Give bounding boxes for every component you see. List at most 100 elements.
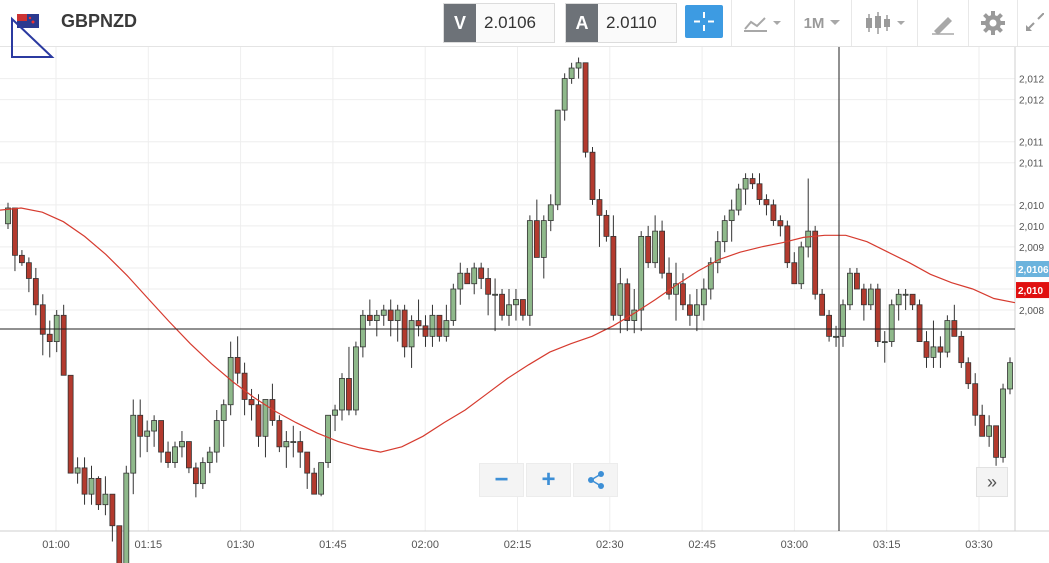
buy-quote[interactable]: A 2.0110 — [565, 3, 677, 43]
candle-body — [526, 220, 533, 316]
candle-body — [248, 399, 255, 406]
expand-icon — [1026, 13, 1044, 31]
ask-price-tag-label: 2,010 — [1018, 286, 1043, 297]
candle-body — [645, 235, 652, 264]
candle-body — [464, 272, 471, 285]
candle-body — [12, 207, 18, 256]
candle-body — [39, 304, 46, 335]
candle-body — [687, 304, 693, 316]
candle-body — [895, 293, 902, 306]
zoom-out-button[interactable]: − — [479, 463, 524, 497]
candle-body — [763, 199, 770, 206]
scroll-right-icon: » — [986, 471, 997, 492]
drawing-tools-icon — [932, 17, 954, 35]
candle-body — [276, 420, 283, 448]
expand-button[interactable] — [1017, 0, 1049, 46]
candle-body — [137, 414, 144, 437]
candle-body — [380, 309, 387, 316]
candle-body — [958, 335, 965, 364]
candle-body — [756, 183, 763, 200]
candle-body — [533, 220, 540, 258]
candle-body — [993, 425, 999, 458]
candle-body — [151, 420, 158, 432]
y-axis-tick-label: 2,011 — [1019, 138, 1044, 149]
candle-body — [707, 262, 714, 290]
crosshair-icon — [694, 12, 714, 31]
candle-body — [415, 320, 422, 327]
moving-average-line — [0, 207, 1016, 453]
price-chart[interactable]: 01:00 01:15 01:30 01:45 02:00 02:15 02:30 02:45… — [0, 47, 1049, 563]
candle-body — [5, 207, 11, 225]
candle-body — [854, 272, 860, 290]
bid-price-tag-label: 2,0106 — [1018, 265, 1049, 276]
candle-body — [241, 372, 248, 400]
candle-body — [179, 441, 185, 448]
candle-body — [874, 288, 881, 343]
candle-body — [429, 314, 436, 337]
x-axis-tick-label: 02:30 — [596, 539, 624, 551]
zoom-in-icon: + — [541, 466, 556, 493]
candle-body — [513, 299, 519, 306]
candle-body — [666, 272, 672, 295]
candle-style-button[interactable] — [851, 0, 917, 46]
candle-body — [791, 262, 798, 285]
timeframe-label: 1M — [803, 14, 825, 32]
candle-body — [304, 451, 311, 474]
bid-price-tag — [1016, 261, 1049, 278]
candle-body — [158, 420, 164, 453]
y-axis-tick-label: 2,009 — [1019, 243, 1044, 254]
ask-price-tag — [1016, 282, 1049, 299]
candle-body — [582, 62, 589, 153]
chevron-down-icon — [830, 20, 841, 25]
candle-body — [471, 267, 478, 285]
candle-body — [916, 304, 923, 343]
candle-body — [499, 293, 505, 316]
candle-body — [325, 414, 331, 464]
scroll-right-button[interactable]: » — [976, 467, 1008, 497]
candle-body — [297, 441, 304, 453]
candle-body — [979, 414, 986, 437]
candle-body — [443, 320, 450, 337]
timeframe-button[interactable]: 1M — [794, 0, 851, 46]
candle-body — [53, 314, 60, 343]
candle-body — [728, 209, 735, 222]
candle-body — [46, 333, 53, 343]
candle-body — [833, 335, 839, 338]
candle-body — [902, 293, 909, 296]
candle-body — [603, 214, 610, 237]
candle-body — [840, 304, 846, 337]
candle-body — [798, 246, 805, 285]
candle-body — [116, 525, 123, 563]
candle-body — [67, 374, 74, 474]
zoom-out-icon: − — [494, 466, 509, 493]
crosshair-button[interactable] — [685, 5, 723, 38]
sell-price: 2.0106 — [484, 13, 536, 32]
candle-body — [673, 283, 679, 295]
candle-body — [199, 462, 206, 485]
candle-body — [520, 299, 526, 316]
candle-body — [450, 288, 457, 321]
settings-button[interactable] — [968, 0, 1017, 46]
candle-body — [19, 254, 25, 264]
candle-body — [561, 78, 568, 111]
candle-body — [311, 472, 318, 495]
candle-body — [25, 262, 32, 279]
sell-quote[interactable]: V 2.0106 — [443, 3, 555, 43]
flag-icon — [11, 14, 55, 58]
y-axis-tick-label: 2,008 — [1019, 306, 1044, 317]
chart-type-button[interactable] — [731, 0, 794, 46]
share-button[interactable] — [573, 463, 618, 497]
candle-body — [81, 467, 88, 495]
candle-body — [965, 362, 972, 385]
candle-body — [32, 278, 39, 306]
drawing-tools-button[interactable] — [917, 0, 968, 46]
candle-body — [986, 425, 993, 437]
candle-body — [1000, 388, 1006, 458]
candle-body — [60, 314, 67, 376]
candle-body — [777, 220, 784, 227]
candle-body — [366, 314, 373, 321]
candle-body — [408, 320, 415, 348]
zoom-in-button[interactable]: + — [526, 463, 571, 497]
candle-body — [847, 272, 853, 306]
x-axis-tick-label: 01:45 — [319, 539, 347, 551]
